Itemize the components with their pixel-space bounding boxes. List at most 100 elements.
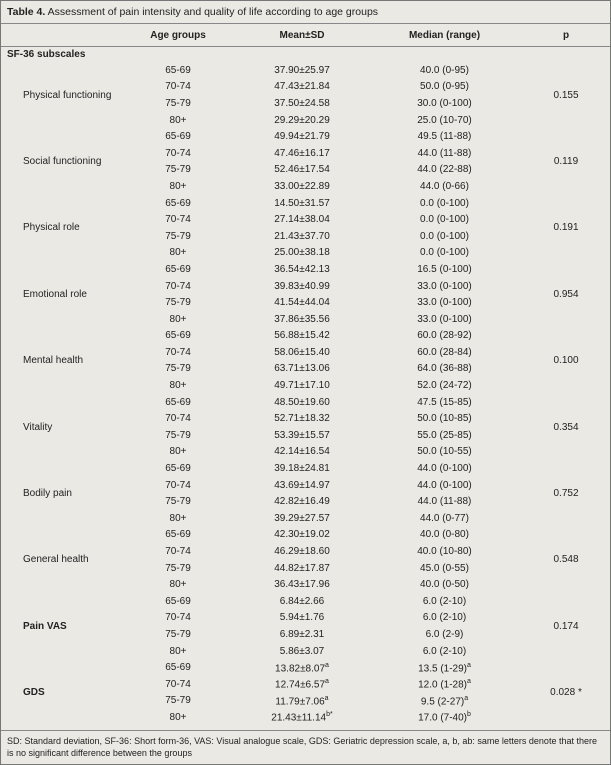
median-range: 52.0 (24-72)	[367, 377, 522, 394]
data-row: 75-79 63.71±13.06 64.0 (36-88)	[1, 361, 610, 378]
cell-value: 6.0 (2-10)	[422, 612, 467, 624]
data-row: 80+ 42.14±16.54 50.0 (10-55)	[1, 444, 610, 461]
data-row: 70-74 27.14±38.04 0.0 (0-100)	[1, 211, 610, 228]
median-range: 17.0 (7-40)b	[367, 709, 522, 726]
cell-value: 45.0 (0-55)	[420, 562, 469, 574]
cell-value: 17.0 (7-40)	[418, 712, 467, 724]
data-row: 80+ 36.43±17.96 40.0 (0-50)	[1, 576, 610, 593]
data-row: 80+ 21.43±11.14b* 17.0 (7-40)b	[1, 709, 610, 726]
age-group: 80+	[169, 446, 187, 458]
cell-value: 52.0 (24-72)	[417, 380, 472, 392]
cell-value: 12.74±6.57	[275, 679, 326, 691]
cell-value: 6.0 (2-10)	[422, 645, 467, 657]
median-range: 0.0 (0-100)	[367, 211, 522, 228]
median-range: 9.5 (2-27)a	[367, 693, 522, 710]
cell-value: 37.50±24.58	[274, 97, 330, 109]
cell-value: 0.0 (0-100)	[420, 214, 469, 226]
mean-sd: 21.43±37.70	[237, 228, 367, 245]
cell-value: 47.46±16.17	[274, 147, 330, 159]
mean-sd: 52.46±17.54	[237, 162, 367, 179]
median-range: 44.0 (0-100)	[367, 477, 522, 494]
cell-value: 48.50±19.60	[274, 396, 330, 408]
median-range: 6.0 (2-9)	[367, 626, 522, 643]
data-row: 70-74 39.83±40.99 33.0 (0-100)	[1, 278, 610, 295]
mean-sd: 41.54±44.04	[237, 294, 367, 311]
cell-value: 44.0 (22-88)	[417, 164, 472, 176]
mean-sd: 6.89±2.31	[237, 626, 367, 643]
group-name: Bodily pain	[23, 487, 72, 499]
mean-sd: 42.30±19.02	[237, 527, 367, 544]
mean-sd: 42.14±16.54	[237, 444, 367, 461]
cell-value: 6.0 (2-9)	[425, 628, 464, 640]
group-name: General health	[23, 554, 89, 566]
p-value: 0.119	[553, 156, 579, 168]
mean-sd: 47.46±16.17	[237, 145, 367, 162]
cell-value: 13.5 (1-29)	[418, 662, 467, 674]
median-range: 44.0 (0-100)	[367, 460, 522, 477]
cell-value: 6.84±2.66	[279, 595, 325, 607]
median-range: 44.0 (0-77)	[367, 510, 522, 527]
table-caption: Assessment of pain intensity and quality…	[47, 6, 379, 18]
table: Age groups Mean±SD Median (range) p SF-36 s…	[1, 23, 610, 726]
cell-value: 58.06±15.40	[274, 346, 330, 358]
cell-value: 49.5 (11-88)	[417, 131, 472, 143]
cell-value: 46.29±18.60	[274, 546, 330, 558]
p-value: 0.548	[553, 554, 579, 566]
median-range: 6.0 (2-10)	[367, 593, 522, 610]
mean-sd: 47.43±21.84	[237, 79, 367, 96]
cell-value: 50.0 (0-95)	[420, 81, 469, 93]
mean-sd: 21.43±11.14b*	[237, 709, 367, 726]
age-group: 65-69	[165, 263, 191, 275]
age-group: 65-69	[165, 197, 191, 209]
age-group: 75-79	[165, 562, 191, 574]
data-row: Vitality 65-69 48.50±19.60 47.5 (15-85) 0.35…	[1, 394, 610, 433]
cell-value: 60.0 (28-84)	[417, 346, 472, 358]
cell-value: 56.88±15.42	[274, 330, 330, 342]
group-name: Vitality	[23, 421, 53, 433]
median-range: 16.5 (0-100)	[367, 261, 522, 278]
median-range: 44.0 (11-88)	[367, 145, 522, 162]
cell-value: 44.0 (0-66)	[420, 180, 469, 192]
section-label: SF-36 subscales	[7, 49, 86, 60]
mean-sd: 46.29±18.60	[237, 543, 367, 560]
median-range: 60.0 (28-92)	[367, 328, 522, 345]
group-name: Physical functioning	[23, 89, 112, 101]
cell-value: 39.83±40.99	[274, 280, 330, 292]
cell-value: 6.0 (2-10)	[422, 595, 467, 607]
cell-value: 42.30±19.02	[274, 529, 330, 541]
cell-value: 44.0 (0-100)	[417, 463, 472, 475]
cell-value: 50.0 (10-55)	[417, 446, 472, 458]
data-row: 70-74 52.71±18.32 50.0 (10-85)	[1, 410, 610, 427]
mean-sd: 37.50±24.58	[237, 95, 367, 112]
table-title: Table 4. Assessment of pain intensity an…	[1, 1, 610, 23]
median-range: 40.0 (0-80)	[367, 527, 522, 544]
data-row: 75-79 37.50±24.58 30.0 (0-100)	[1, 95, 610, 112]
cell-value: 33.00±22.89	[274, 180, 330, 192]
median-range: 40.0 (10-80)	[367, 543, 522, 560]
p-value: 0.174	[553, 620, 579, 632]
cell-value: 13.82±8.07	[275, 662, 326, 674]
cell-value: 36.54±42.13	[274, 263, 330, 275]
cell-value: 43.69±14.97	[274, 479, 330, 491]
data-row: 70-74 43.69±14.97 44.0 (0-100)	[1, 477, 610, 494]
age-group: 65-69	[165, 529, 191, 541]
mean-sd: 39.83±40.99	[237, 278, 367, 295]
mean-sd: 14.50±31.57	[237, 195, 367, 212]
cell-note: b*	[326, 711, 333, 719]
mean-sd: 53.39±15.57	[237, 427, 367, 444]
mean-sd: 49.94±21.79	[237, 128, 367, 145]
cell-value: 14.50±31.57	[274, 197, 330, 209]
cell-value: 0.0 (0-100)	[420, 230, 469, 242]
p-value: 0.155	[553, 89, 579, 101]
group-name: Social functioning	[23, 156, 102, 168]
mean-sd: 48.50±19.60	[237, 394, 367, 411]
cell-value: 6.89±2.31	[279, 628, 325, 640]
age-group: 75-79	[165, 363, 191, 375]
cell-value: 64.0 (36-88)	[417, 363, 472, 375]
data-row: 80+ 33.00±22.89 44.0 (0-66)	[1, 178, 610, 195]
data-row: 70-74 47.43±21.84 50.0 (0-95)	[1, 79, 610, 96]
mean-sd: 43.69±14.97	[237, 477, 367, 494]
cell-value: 0.0 (0-100)	[420, 247, 469, 259]
column-header: Median (range)	[367, 23, 522, 47]
